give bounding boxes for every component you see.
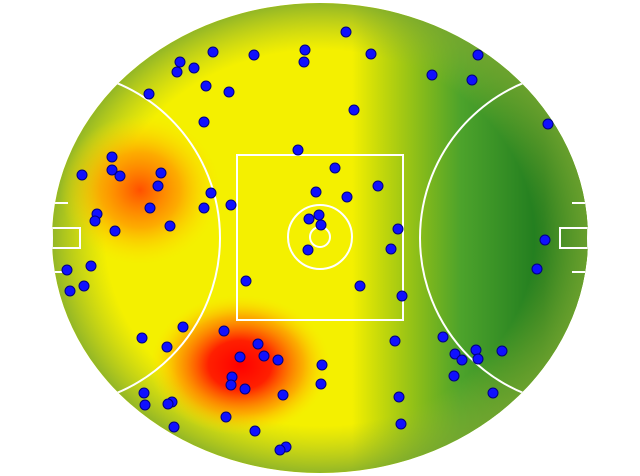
- point: [392, 223, 404, 235]
- point: [200, 80, 212, 92]
- point: [64, 285, 76, 297]
- point: [372, 180, 384, 192]
- point: [313, 209, 325, 221]
- point: [258, 350, 270, 362]
- point: [277, 389, 289, 401]
- point: [225, 199, 237, 211]
- point: [164, 220, 176, 232]
- point: [252, 338, 264, 350]
- point: [171, 66, 183, 78]
- point: [396, 290, 408, 302]
- point: [354, 280, 366, 292]
- point: [315, 378, 327, 390]
- point: [272, 354, 284, 366]
- point: [329, 162, 341, 174]
- point: [531, 263, 543, 275]
- point: [174, 56, 186, 68]
- point: [248, 49, 260, 61]
- point: [155, 167, 167, 179]
- point: [205, 187, 217, 199]
- point: [298, 56, 310, 68]
- point: [437, 331, 449, 343]
- point: [223, 86, 235, 98]
- point: [249, 425, 261, 437]
- point: [393, 391, 405, 403]
- point: [188, 62, 200, 74]
- point: [78, 280, 90, 292]
- point: [162, 398, 174, 410]
- point: [218, 325, 230, 337]
- point: [299, 44, 311, 56]
- point: [472, 49, 484, 61]
- point: [106, 164, 118, 176]
- point: [426, 69, 438, 81]
- point: [198, 202, 210, 214]
- point: [340, 26, 352, 38]
- point: [365, 48, 377, 60]
- point: [466, 74, 478, 86]
- point: [470, 344, 482, 356]
- point: [316, 359, 328, 371]
- point: [114, 170, 126, 182]
- point: [292, 144, 304, 156]
- point: [496, 345, 508, 357]
- point: [539, 234, 551, 246]
- point: [177, 321, 189, 333]
- point: [234, 351, 246, 363]
- point: [168, 421, 180, 433]
- point: [456, 354, 468, 366]
- point: [542, 118, 554, 130]
- point: [136, 332, 148, 344]
- point: [315, 219, 327, 231]
- point: [161, 341, 173, 353]
- point: [487, 387, 499, 399]
- point: [472, 353, 484, 365]
- point: [76, 169, 88, 181]
- point: [144, 202, 156, 214]
- point: [448, 370, 460, 382]
- point: [303, 213, 315, 225]
- point: [385, 243, 397, 255]
- point: [225, 379, 237, 391]
- point: [341, 191, 353, 203]
- point: [152, 180, 164, 192]
- point: [207, 46, 219, 58]
- point: [240, 275, 252, 287]
- point: [395, 418, 407, 430]
- field-markings: [52, 69, 588, 407]
- point: [302, 244, 314, 256]
- point: [310, 186, 322, 198]
- point: [389, 335, 401, 347]
- point: [139, 399, 151, 411]
- point: [449, 348, 461, 360]
- point: [239, 383, 251, 395]
- point: [198, 116, 210, 128]
- point: [220, 411, 232, 423]
- point: [274, 444, 286, 456]
- point: [143, 88, 155, 100]
- point: [348, 104, 360, 116]
- point: [109, 225, 121, 237]
- point: [89, 215, 101, 227]
- point: [61, 264, 73, 276]
- point: [85, 260, 97, 272]
- point: [106, 151, 118, 163]
- point: [138, 387, 150, 399]
